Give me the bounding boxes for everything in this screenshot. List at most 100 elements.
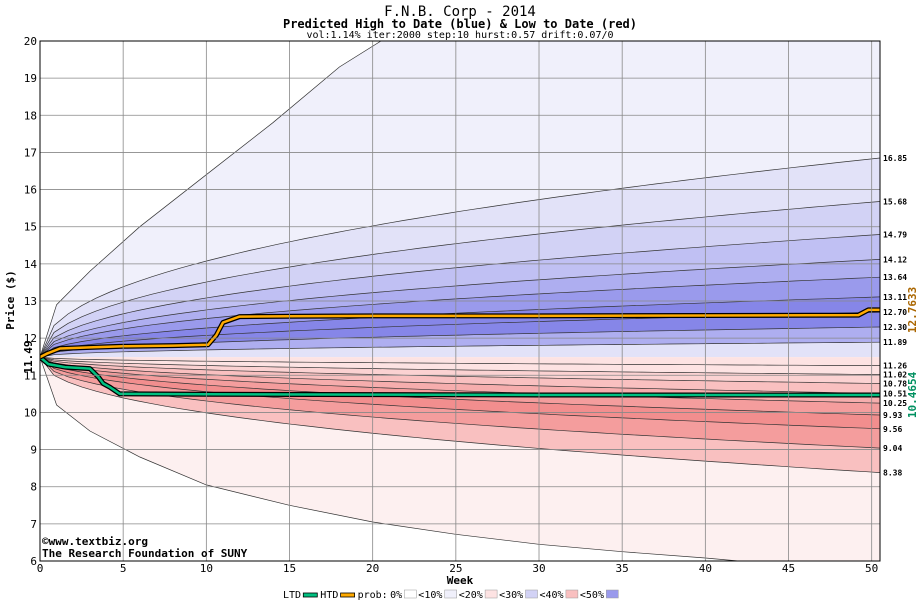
band-end-label: 14.12	[883, 255, 907, 264]
y-axis-label: Price ($)	[4, 270, 17, 330]
x-tick-label: 10	[200, 562, 213, 575]
high-band-inner	[40, 342, 880, 358]
band-boundary-line	[40, 234, 880, 358]
legend-ltd-swatch	[302, 592, 318, 598]
legend-prob-swatch	[565, 589, 579, 599]
y-tick-label: 16	[24, 184, 37, 197]
band-end-label: 12.70	[883, 308, 907, 317]
band-boundary-line	[40, 356, 880, 473]
band-boundary-line	[40, 356, 880, 366]
y-tick-label: 14	[24, 258, 38, 271]
legend-ltd-label: LTD	[283, 590, 301, 600]
legend-prob-item-label: <30%	[499, 590, 523, 600]
band-end-label: 9.04	[883, 444, 902, 453]
band-boundary-line	[40, 259, 880, 358]
band-end-label: 11.89	[883, 338, 907, 347]
x-tick-label: 45	[782, 562, 795, 575]
htd-value-label: 12.7633	[906, 287, 919, 333]
low-band	[40, 357, 880, 473]
copyright-icon: ©	[42, 535, 49, 548]
low-band	[40, 357, 880, 384]
legend-prob-swatch	[444, 589, 457, 599]
legend-prob-item-label: <10%	[418, 590, 442, 600]
htd-line	[40, 308, 880, 359]
x-tick-label: 20	[366, 562, 379, 575]
low-band	[40, 357, 880, 375]
y-tick-label: 17	[24, 146, 37, 159]
band-boundary-line	[40, 276, 880, 358]
band-end-label: 9.93	[883, 411, 902, 420]
x-tick-label: 15	[283, 562, 296, 575]
legend-prob-item-label: <40%	[540, 590, 564, 600]
y-tick-label: 15	[24, 221, 37, 234]
low-band	[40, 357, 880, 404]
outer-high-line	[40, 41, 382, 358]
high-band	[40, 277, 880, 358]
high-band	[40, 259, 880, 358]
band-end-label: 10.78	[883, 379, 907, 388]
x-tick-label: 30	[532, 562, 545, 575]
band-end-label: 12.30	[883, 323, 907, 332]
fan-bands	[40, 41, 880, 561]
x-tick-label: 25	[449, 562, 462, 575]
credit-org: The Research Foundation of SUNY	[42, 547, 248, 560]
plot-frame	[39, 40, 881, 562]
legend-prob-swatch	[606, 589, 619, 599]
low-band	[40, 357, 880, 429]
band-boundary-line	[40, 356, 880, 416]
low-band	[40, 357, 880, 415]
band-end-label: 16.85	[883, 154, 907, 163]
band-boundary-line	[40, 296, 880, 358]
chart-subtitle: Predicted High to Date (blue) & Low to D…	[283, 17, 637, 31]
band-end-label: 11.02	[883, 371, 907, 380]
legend-prob-item-label: <20%	[459, 590, 483, 600]
high-band	[40, 312, 880, 358]
y-tick-label: 13	[24, 295, 37, 308]
x-tick-label: 40	[699, 562, 712, 575]
y-tick-label: 6	[30, 555, 37, 568]
chart-title: F.N.B. Corp - 2014	[384, 4, 536, 20]
credit-site-text: www.textbiz.org	[49, 535, 148, 548]
band-boundary-line	[40, 341, 880, 358]
legend-prob-swatch	[525, 589, 538, 599]
band-end-label: 11.26	[883, 362, 907, 371]
y-tick-label: 12	[24, 332, 37, 345]
band-end-label: 15.68	[883, 197, 907, 206]
x-tick-label: 50	[865, 562, 878, 575]
band-boundary-line	[40, 356, 880, 449]
x-tick-label: 5	[120, 562, 127, 575]
start-price-label: 11.49	[22, 341, 35, 374]
high-band	[40, 234, 880, 358]
y-tick-label: 7	[30, 518, 37, 531]
y-tick-label: 10	[24, 406, 37, 419]
band-boundary-line	[40, 356, 880, 384]
band-end-label: 9.56	[883, 425, 902, 434]
y-tick-label: 19	[24, 72, 37, 85]
legend-prob-item-label: 0%	[390, 590, 402, 600]
y-tick-label: 8	[30, 481, 37, 494]
band-end-label: 10.25	[883, 399, 907, 408]
band-boundary-line	[40, 356, 880, 404]
band-end-label: 13.64	[883, 273, 907, 282]
legend-prob-swatch	[484, 589, 498, 599]
band-boundary-line	[40, 356, 880, 430]
legend-htd-swatch	[340, 592, 356, 598]
band-boundary-line	[40, 356, 880, 394]
y-tick-label: 20	[24, 35, 37, 48]
high-band	[40, 158, 880, 358]
band-end-label: 8.38	[883, 469, 902, 478]
high-band	[40, 296, 880, 358]
x-axis-label: Week	[447, 574, 474, 587]
y-tick-label: 9	[30, 444, 37, 457]
band-boundary-line	[40, 201, 880, 358]
legend-prob-item-label: <50%	[580, 590, 604, 600]
band-end-label: 10.51	[883, 389, 907, 398]
high-band	[40, 201, 880, 358]
chart-params: vol:1.14% iter:2000 step:10 hurst:0.57 d…	[306, 30, 613, 41]
y-tick-label: 18	[24, 109, 37, 122]
high-band	[40, 327, 880, 358]
legend-prob-label: prob:	[358, 590, 388, 600]
legend: LTD HTD prob: 0% <10% <20% <30% <40% <50%	[283, 589, 619, 600]
plot-area: 0 5 10 15 20 25 30 35 40 45 50 6 7 8 9 10 11 12 13 14 15 16 17…	[22, 35, 919, 575]
